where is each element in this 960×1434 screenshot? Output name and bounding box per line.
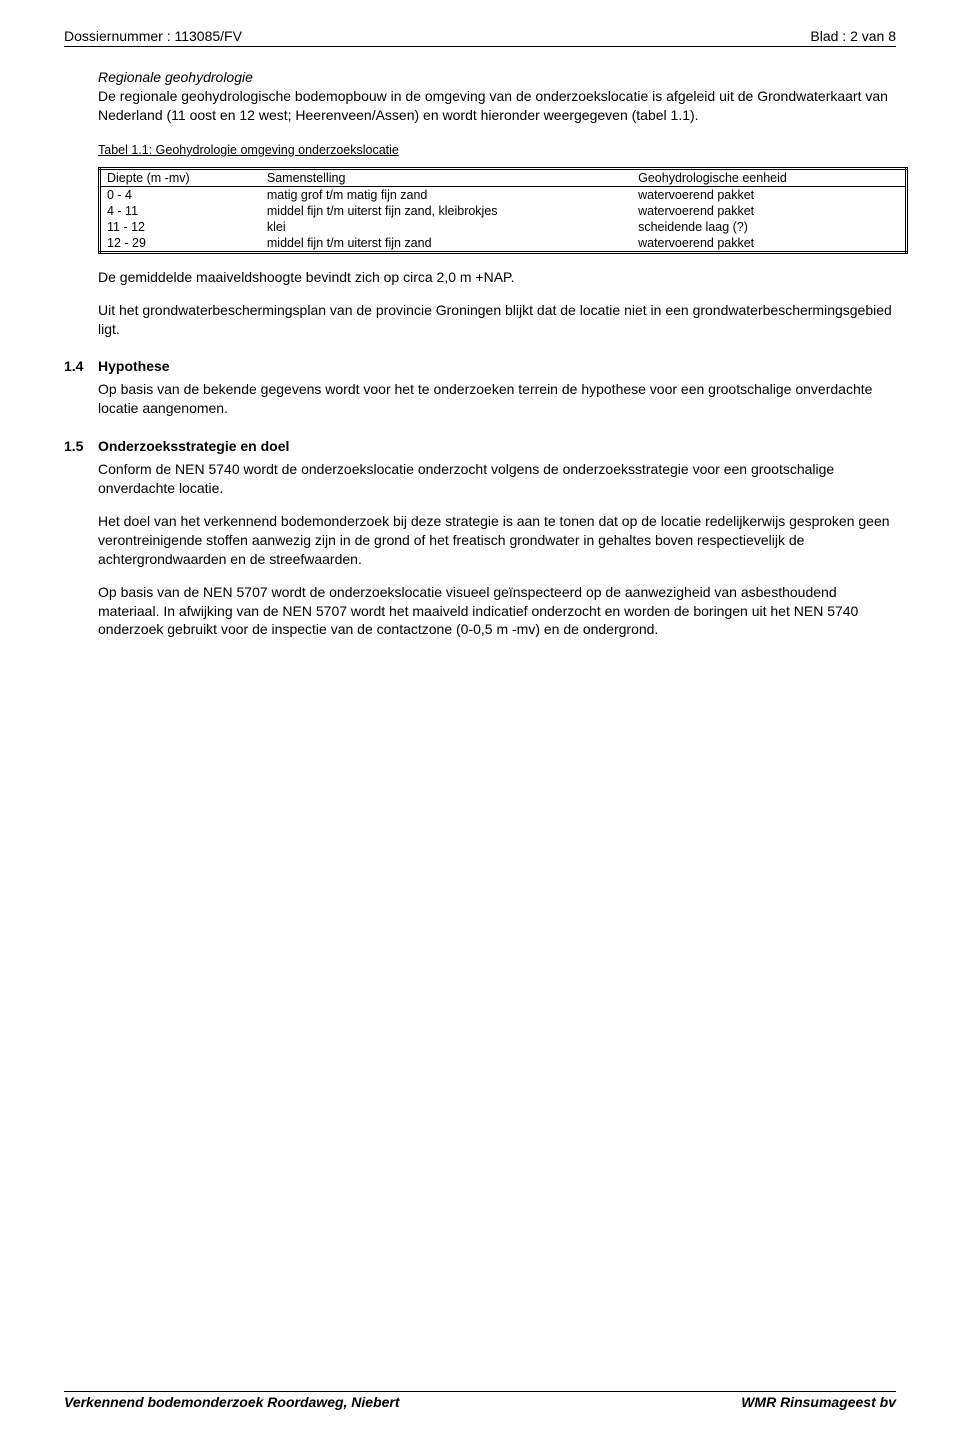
table-row: 11 - 12 klei scheidende laag (?) xyxy=(100,219,907,235)
table-caption: Tabel 1.1: Geohydrologie omgeving onderz… xyxy=(98,143,399,157)
table-row: 4 - 11 middel fijn t/m uiterst fijn zand… xyxy=(100,203,907,219)
cell-depth: 12 - 29 xyxy=(100,235,261,253)
col-header-unit: Geohydrologische eenheid xyxy=(632,168,906,186)
cell-composition: middel fijn t/m uiterst fijn zand, kleib… xyxy=(261,203,632,219)
cell-composition: matig grof t/m matig fijn zand xyxy=(261,186,632,203)
paragraph-strategie-3: Op basis van de NEN 5707 wordt de onderz… xyxy=(98,583,896,640)
footer-right: WMR Rinsumageest bv xyxy=(741,1394,896,1410)
table-row: 0 - 4 matig grof t/m matig fijn zand wat… xyxy=(100,186,907,203)
section-title-regionale: Regionale geohydrologie xyxy=(98,69,896,85)
paragraph-strategie-1: Conform de NEN 5740 wordt de onderzoeksl… xyxy=(98,460,896,498)
cell-unit: watervoerend pakket xyxy=(632,186,906,203)
geo-table-wrap: Diepte (m -mv) Samenstelling Geohydrolog… xyxy=(98,167,896,254)
cell-depth: 4 - 11 xyxy=(100,203,261,219)
section-number: 1.4 xyxy=(64,358,98,374)
cell-composition: middel fijn t/m uiterst fijn zand xyxy=(261,235,632,253)
paragraph-strategie-2: Het doel van het verkennend bodemonderzo… xyxy=(98,512,896,569)
paragraph-hypothese: Op basis van de bekende gegevens wordt v… xyxy=(98,380,896,418)
cell-unit: watervoerend pakket xyxy=(632,235,906,253)
table-header-row: Diepte (m -mv) Samenstelling Geohydrolog… xyxy=(100,168,907,186)
dossier-number: Dossiernummer : 113085/FV xyxy=(64,28,242,44)
col-header-composition: Samenstelling xyxy=(261,168,632,186)
paragraph-maaiveld: De gemiddelde maaiveldshoogte bevindt zi… xyxy=(98,268,896,287)
footer-bar: Verkennend bodemonderzoek Roordaweg, Nie… xyxy=(64,1391,896,1410)
section-number: 1.5 xyxy=(64,438,98,454)
footer-left: Verkennend bodemonderzoek Roordaweg, Nie… xyxy=(64,1394,400,1410)
table-row: 12 - 29 middel fijn t/m uiterst fijn zan… xyxy=(100,235,907,253)
cell-depth: 0 - 4 xyxy=(100,186,261,203)
page: Dossiernummer : 113085/FV Blad : 2 van 8… xyxy=(0,0,960,1434)
col-header-depth: Diepte (m -mv) xyxy=(100,168,261,186)
cell-unit: watervoerend pakket xyxy=(632,203,906,219)
paragraph-grondwaterbescherming: Uit het grondwaterbeschermingsplan van d… xyxy=(98,301,896,339)
header-bar: Dossiernummer : 113085/FV Blad : 2 van 8 xyxy=(64,28,896,47)
section-1-5: 1.5 Onderzoeksstrategie en doel xyxy=(64,438,896,454)
cell-depth: 11 - 12 xyxy=(100,219,261,235)
section-title: Hypothese xyxy=(98,358,170,374)
section-1-4: 1.4 Hypothese xyxy=(64,358,896,374)
page-indicator: Blad : 2 van 8 xyxy=(810,28,896,44)
cell-unit: scheidende laag (?) xyxy=(632,219,906,235)
geo-table: Diepte (m -mv) Samenstelling Geohydrolog… xyxy=(98,167,908,254)
paragraph-regionale: De regionale geohydrologische bodemopbou… xyxy=(98,87,896,125)
cell-composition: klei xyxy=(261,219,632,235)
section-title: Onderzoeksstrategie en doel xyxy=(98,438,289,454)
